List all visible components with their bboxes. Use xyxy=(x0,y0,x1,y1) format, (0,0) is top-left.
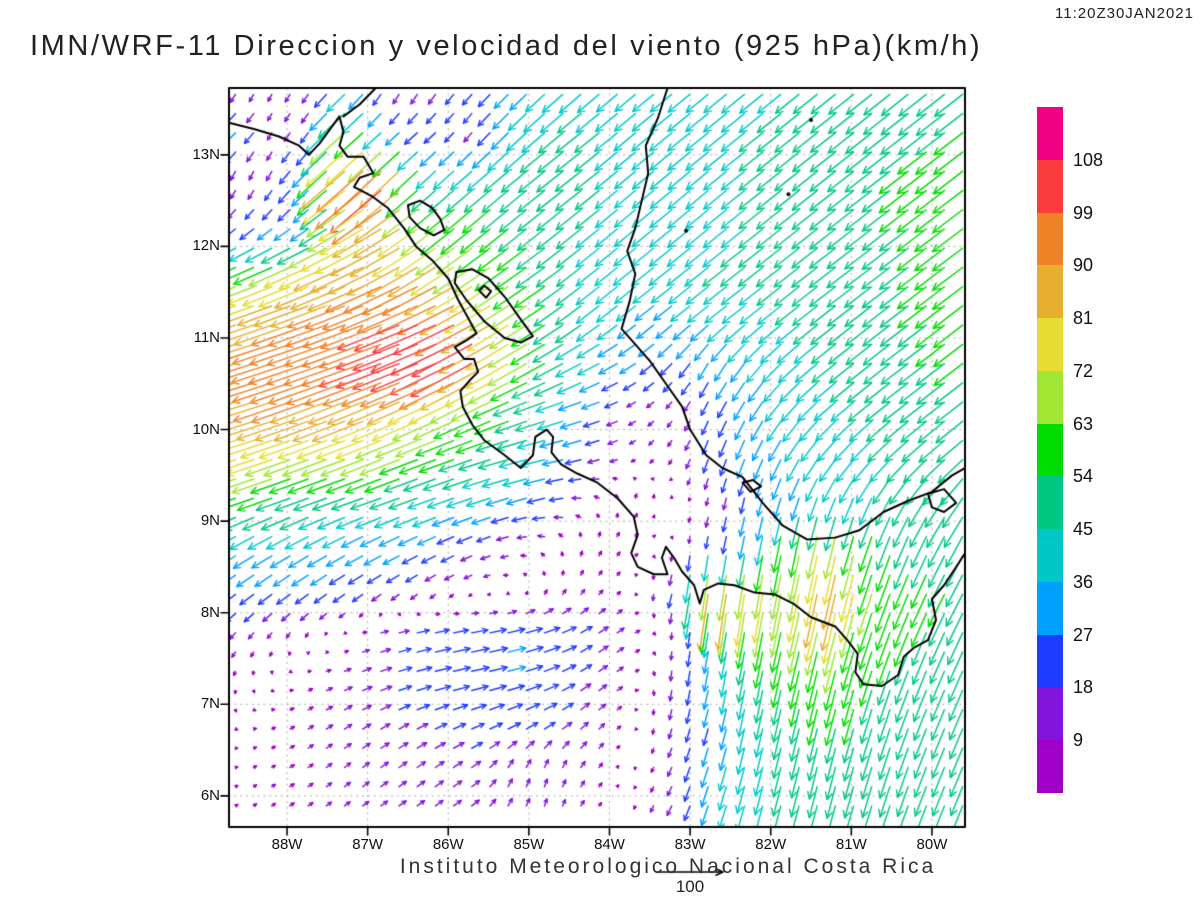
colorbar-tick-label: 45 xyxy=(1073,519,1094,540)
lon-tick-label-84W: 84W xyxy=(594,836,625,853)
speed-colorbar xyxy=(1037,107,1063,793)
lon-tick-label-82W: 82W xyxy=(755,836,787,853)
lat-tick-label-6N: 6N xyxy=(200,786,220,804)
colorbar-tick-label: 9 xyxy=(1073,730,1084,751)
lon-tick-label-83W: 83W xyxy=(674,836,706,853)
institution-caption: Instituto Meteorologico Nacional Costa R… xyxy=(399,855,937,878)
colorbar-segment xyxy=(1037,740,1063,793)
lat-tick-label-12N: 12N xyxy=(192,237,220,255)
colorbar-segment xyxy=(1037,687,1063,741)
colorbar-tick-label: 72 xyxy=(1073,360,1094,381)
colorbar-segment xyxy=(1037,529,1063,582)
reference-vector-label: 100 xyxy=(675,877,705,896)
colorbar-segment xyxy=(1037,159,1063,213)
lon-tick-label-81W: 81W xyxy=(835,836,867,853)
colorbar-tick-label: 54 xyxy=(1073,466,1094,487)
colorbar-segment xyxy=(1037,265,1063,319)
lat-tick-label-9N: 9N xyxy=(200,512,220,530)
colorbar-tick-label: 81 xyxy=(1073,308,1094,329)
lon-tick-label-88W: 88W xyxy=(271,836,303,853)
lon-tick-label-87W: 87W xyxy=(352,836,384,853)
lon-tick-label-80W: 80W xyxy=(916,836,948,853)
colorbar-segment xyxy=(1037,581,1063,635)
colorbar-segment xyxy=(1037,107,1063,160)
colorbar-segment xyxy=(1037,476,1063,530)
colorbar-segment xyxy=(1037,318,1063,371)
colorbar-segment xyxy=(1037,212,1063,266)
lat-tick-label-13N: 13N xyxy=(192,145,220,163)
colorbar-tick-label: 90 xyxy=(1073,255,1094,276)
colorbar-tick-label: 108 xyxy=(1073,149,1104,170)
colorbar-segment xyxy=(1037,370,1063,424)
colorbar-tick-label: 27 xyxy=(1073,624,1094,645)
lat-tick-label-10N: 10N xyxy=(192,420,220,438)
lon-tick-label-85W: 85W xyxy=(513,836,545,853)
lat-tick-label-11N: 11N xyxy=(193,328,220,346)
colorbar-segment xyxy=(1037,634,1063,688)
colorbar-tick-label: 36 xyxy=(1073,571,1094,592)
colorbar-tick-label: 99 xyxy=(1073,202,1094,223)
colorbar-segment xyxy=(1037,423,1063,477)
lat-tick-label-7N: 7N xyxy=(200,695,220,713)
lat-tick-label-8N: 8N xyxy=(200,603,220,621)
colorbar-tick-label: 18 xyxy=(1073,677,1094,698)
colorbar-tick-label: 63 xyxy=(1073,413,1094,434)
lon-tick-label-86W: 86W xyxy=(432,836,464,853)
